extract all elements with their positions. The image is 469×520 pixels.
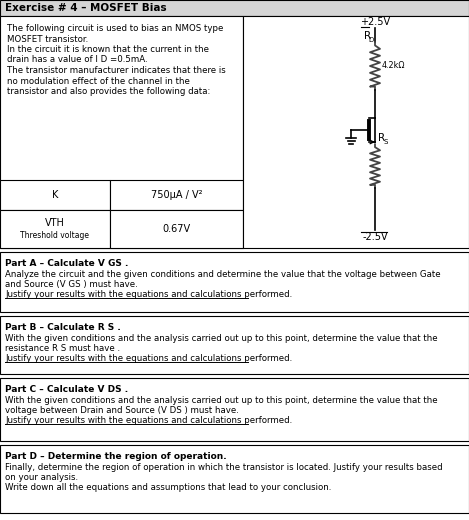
Text: Justify your results with the equations and calculations performed.: Justify your results with the equations … (5, 355, 292, 363)
Text: With the given conditions and the analysis carried out up to this point, determi: With the given conditions and the analys… (5, 334, 438, 343)
Bar (0, 252, 469, 312)
Text: 750μA / V²: 750μA / V² (151, 190, 202, 200)
Text: Justify your results with the equations and calculations performed.: Justify your results with the equations … (5, 417, 292, 425)
Text: MOSFET transistor.: MOSFET transistor. (7, 34, 88, 44)
Bar (0, 0, 469, 16)
Text: Exercise # 4 – MOSFET Bias: Exercise # 4 – MOSFET Bias (5, 3, 166, 13)
Text: With the given conditions and the analysis carried out up to this point, determi: With the given conditions and the analys… (5, 396, 438, 405)
Text: resistance R S must have .: resistance R S must have . (5, 344, 120, 353)
Text: drain has a value of I D =0.5mA.: drain has a value of I D =0.5mA. (7, 56, 148, 64)
Text: -2.5V: -2.5V (362, 232, 388, 242)
Text: Finally, determine the region of operation in which the transistor is located. J: Finally, determine the region of operati… (5, 463, 443, 472)
Text: Part D – Determine the region of operation.: Part D – Determine the region of operati… (5, 452, 227, 461)
Text: on your analysis.: on your analysis. (5, 473, 78, 482)
Text: The transistor manufacturer indicates that there is: The transistor manufacturer indicates th… (7, 66, 226, 75)
Text: R: R (378, 133, 385, 143)
Bar (110, 210, 243, 248)
Text: 0.67V: 0.67V (162, 224, 190, 234)
Bar (0, 378, 469, 441)
Text: VTH: VTH (45, 218, 65, 228)
Text: no modulation effect of the channel in the: no modulation effect of the channel in t… (7, 76, 190, 85)
Text: Part B – Calculate R S .: Part B – Calculate R S . (5, 323, 121, 332)
Bar (243, 16, 469, 248)
Text: K: K (52, 190, 58, 200)
Text: Threshold voltage: Threshold voltage (21, 230, 90, 240)
Bar (110, 180, 243, 210)
Bar (0, 316, 469, 374)
Bar (0, 445, 469, 513)
Text: The following circuit is used to bias an NMOS type: The following circuit is used to bias an… (7, 24, 223, 33)
Text: Part C – Calculate V DS .: Part C – Calculate V DS . (5, 385, 128, 394)
Bar (0, 16, 243, 248)
Text: and Source (V GS ) must have.: and Source (V GS ) must have. (5, 280, 138, 289)
Text: +2.5V: +2.5V (360, 17, 390, 27)
Bar (0, 210, 110, 248)
Text: 4.2kΩ: 4.2kΩ (382, 61, 406, 71)
Text: Analyze the circuit and the given conditions and determine the value that the vo: Analyze the circuit and the given condit… (5, 270, 440, 279)
Text: D: D (369, 37, 374, 43)
Text: Justify your results with the equations and calculations performed.: Justify your results with the equations … (5, 290, 292, 300)
Text: R: R (364, 31, 371, 41)
Text: transistor and also provides the following data:: transistor and also provides the followi… (7, 87, 211, 96)
Text: S: S (384, 139, 388, 145)
Text: In the circuit it is known that the current in the: In the circuit it is known that the curr… (7, 45, 209, 54)
Bar (0, 180, 110, 210)
Text: Write down all the equations and assumptions that lead to your conclusion.: Write down all the equations and assumpt… (5, 484, 332, 492)
Text: voltage between Drain and Source (V DS ) must have.: voltage between Drain and Source (V DS )… (5, 406, 239, 415)
Text: Part A – Calculate V GS .: Part A – Calculate V GS . (5, 259, 129, 268)
